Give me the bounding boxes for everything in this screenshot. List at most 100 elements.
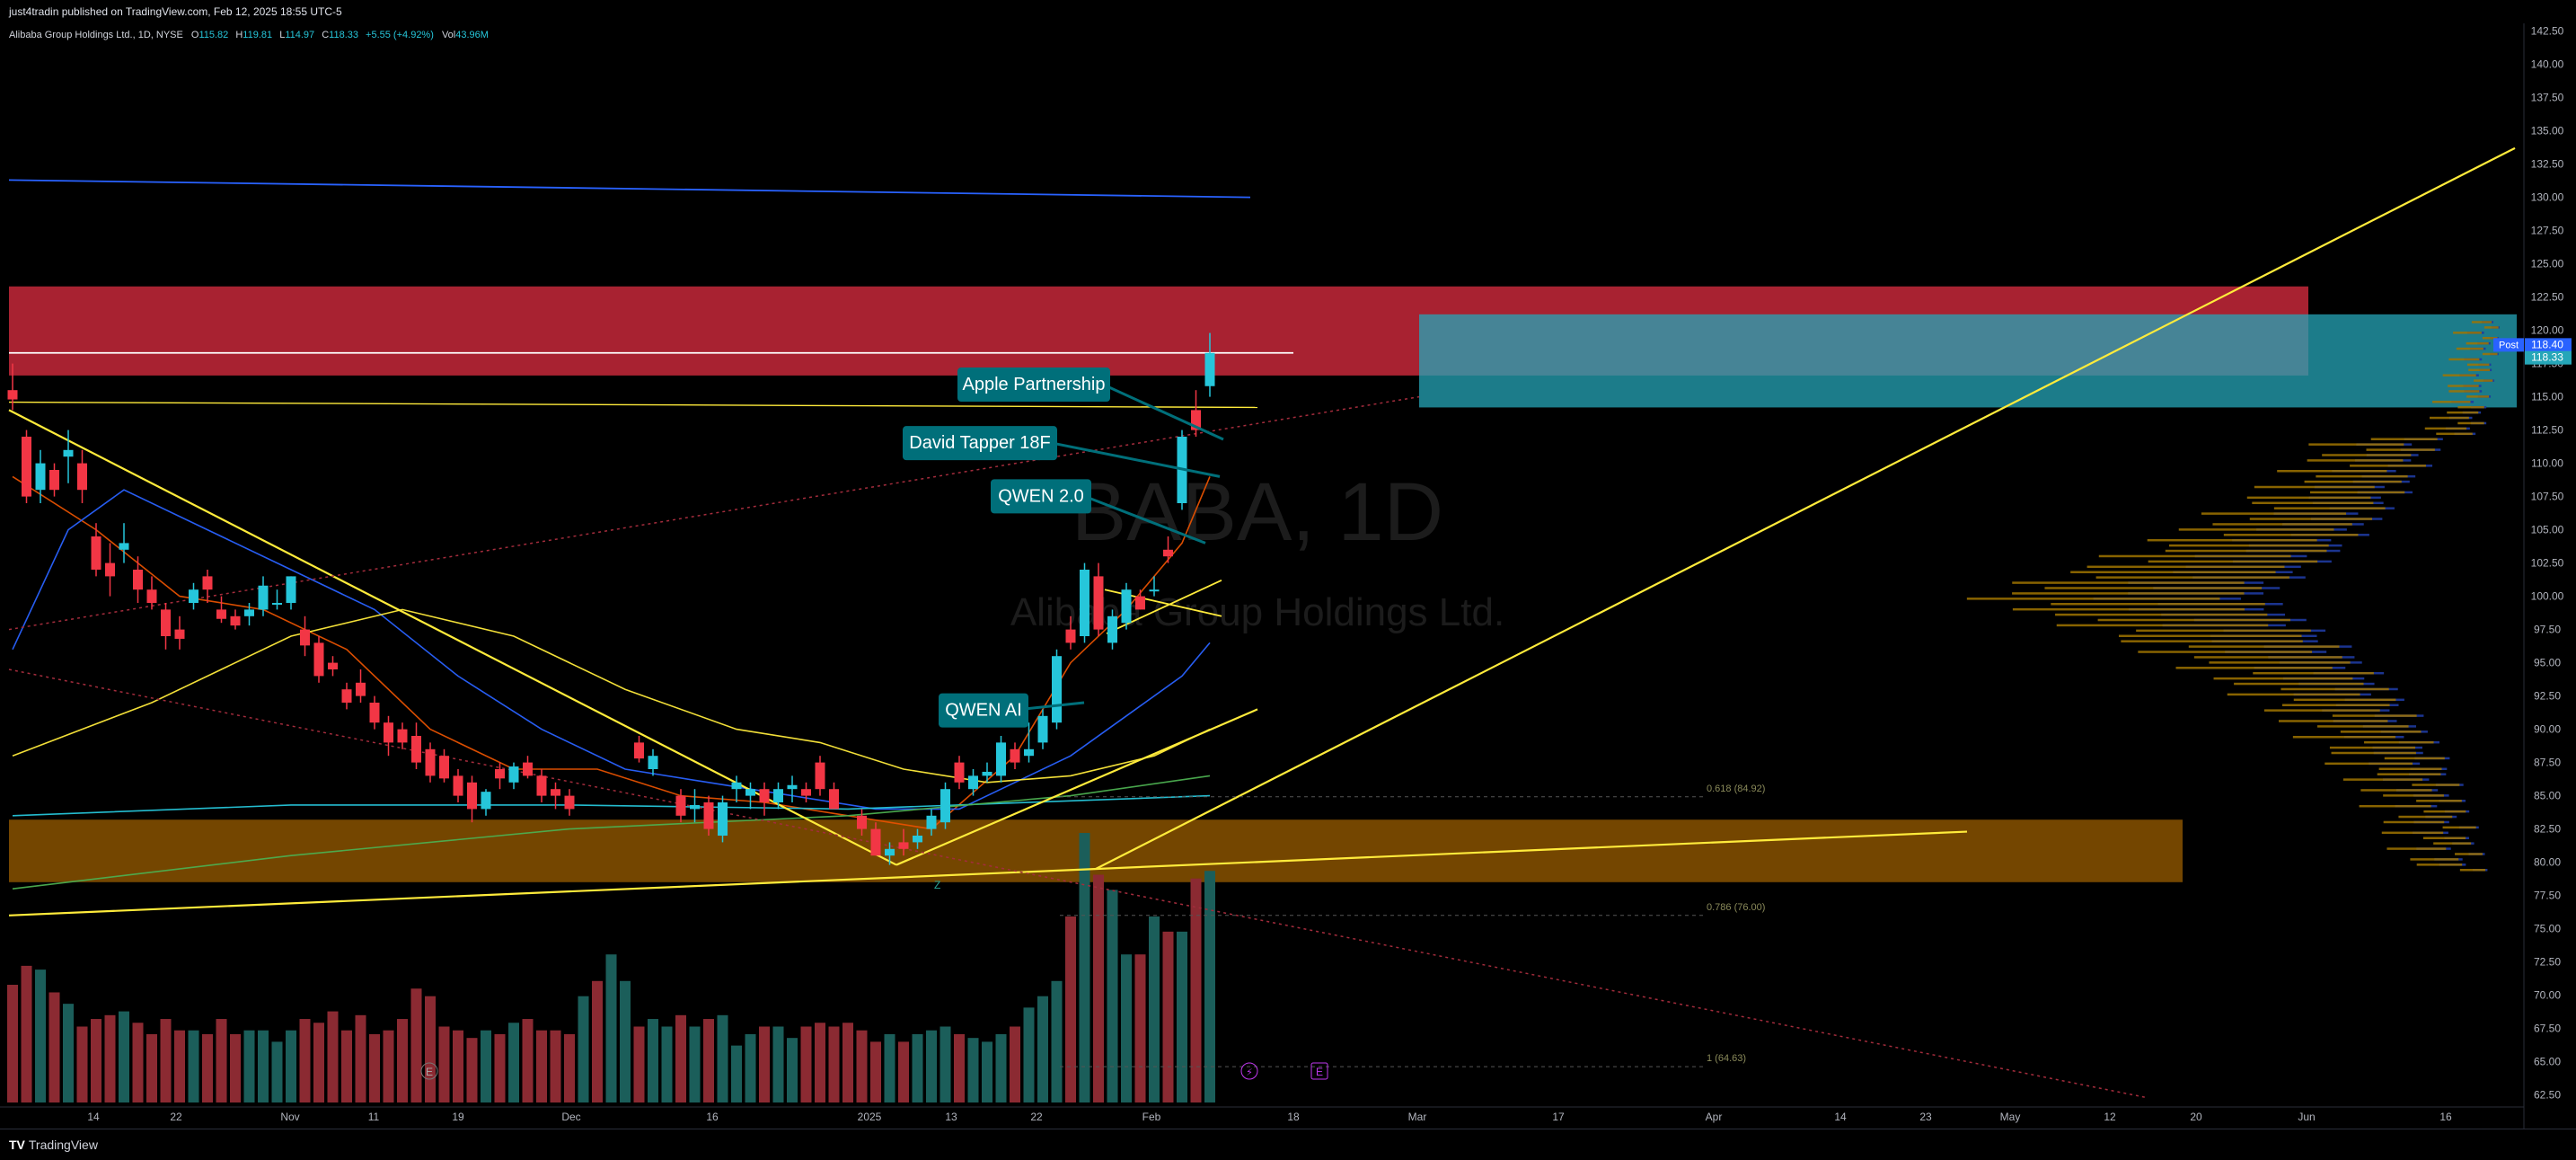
volume-profile-bar-gold	[2044, 587, 2263, 589]
candle-body	[300, 629, 310, 646]
candle-body	[258, 585, 269, 610]
volume-profile-bar-gold	[2471, 321, 2492, 323]
callout-box	[939, 693, 1028, 728]
volume-profile-bar-gold	[2118, 634, 2302, 638]
volume-profile-bar-gold	[2329, 746, 2416, 749]
volume-profile-bar-gold	[2121, 640, 2303, 642]
candle-body	[1052, 656, 1062, 723]
post-price-box	[2525, 338, 2572, 352]
volume-profile-bar-gold	[2453, 332, 2482, 334]
candle-body	[1080, 570, 1090, 636]
earnings-upcoming-icon	[1310, 1062, 1328, 1080]
volume-bar	[522, 1019, 534, 1102]
volume-bar	[453, 1030, 463, 1102]
price-tick-label: 130.00	[2531, 191, 2564, 204]
tradingview-brand[interactable]: TV TradingView	[9, 1138, 98, 1152]
volume-profile-bar-gold	[2482, 337, 2498, 340]
candle-body	[718, 802, 728, 836]
volume-bar	[912, 1033, 923, 1102]
volume-profile-bar-gold	[2448, 385, 2479, 387]
time-tick-label: 19	[452, 1111, 464, 1123]
axes-layer: 62.50 65.00 67.50 70.00 72.50 75.00 77.50 80.00…	[0, 23, 2572, 1129]
candle-body	[926, 815, 937, 829]
volume-bar	[703, 1019, 714, 1102]
volume-bar	[661, 1026, 673, 1102]
legend-low-label: L	[279, 30, 285, 40]
candle-body	[105, 562, 115, 577]
volume-bar	[787, 1038, 798, 1102]
volume-bar	[383, 1030, 394, 1102]
candle-body	[982, 771, 992, 776]
volume-profile-bar-gold	[2384, 757, 2445, 760]
price-tick-label: 75.00	[2534, 923, 2561, 935]
candle-body	[425, 748, 436, 776]
volume-profile-bar-gold	[2432, 401, 2471, 403]
volume-profile-bar-gold	[2227, 693, 2360, 696]
candle-body	[1037, 715, 1048, 743]
callout-label: QWEN 2.0	[998, 486, 1084, 506]
volume-bar	[1177, 931, 1187, 1102]
volume-profile-bar-gold	[2253, 671, 2374, 675]
volume-bar	[578, 996, 589, 1102]
lines-layer: 0.618 (84.92) 0.786 (76.00) 1 (64.63) Z	[8, 146, 2516, 1099]
volume-profile-bar-gold	[2398, 815, 2453, 819]
volume-bar	[327, 1011, 339, 1102]
price-tick-label: 120.00	[2531, 324, 2564, 337]
volume-profile-bar-gold	[2383, 820, 2445, 824]
volume-bar	[884, 1033, 895, 1102]
volume-profile-bar-gold	[2457, 405, 2484, 409]
callout-box	[957, 367, 1110, 403]
price-tick-label: 142.50	[2531, 25, 2564, 38]
volume-bar	[995, 1033, 1007, 1102]
volume-bar	[592, 980, 603, 1102]
volume-bar	[1134, 954, 1146, 1102]
volume-bar	[119, 1011, 129, 1102]
candle-body	[815, 762, 825, 790]
time-tick-label: 2025	[858, 1111, 882, 1123]
volume-profile-bar-gold	[2359, 804, 2431, 808]
volume-profile-bar-gold	[2178, 528, 2334, 531]
volume-bar	[717, 1014, 728, 1102]
volume-profile-bar-gold	[2249, 518, 2373, 520]
volume-bar	[91, 1019, 101, 1102]
volume-profile-bar-gold	[2293, 698, 2396, 702]
candle-body	[1135, 596, 1145, 610]
volume-bar	[216, 1019, 227, 1102]
volume-profile-bar-gold	[2325, 762, 2413, 766]
volume-bar	[605, 954, 617, 1102]
volume-profile-bar-gold	[2254, 485, 2375, 489]
time-tick-label: Feb	[1142, 1111, 1161, 1123]
price-tick-label: 70.00	[2534, 989, 2561, 1002]
volume-bar	[772, 1026, 784, 1102]
price-tick-label: 77.50	[2534, 890, 2561, 902]
legend-volume-label: Vol	[442, 30, 455, 40]
last-price-label: 118.33	[2531, 351, 2563, 364]
volume-bar	[63, 1004, 74, 1102]
volume-bar	[243, 1030, 255, 1102]
legend-high-label: H	[235, 30, 243, 40]
candle-body	[272, 603, 282, 605]
candle-body	[870, 828, 881, 856]
time-tick-label: 20	[2190, 1111, 2202, 1123]
watermark-ticker: BABA, 1D	[1072, 466, 1443, 558]
candle-body	[829, 789, 839, 810]
volume-profile-bar-gold	[2193, 656, 2342, 659]
candle-body	[1107, 615, 1117, 643]
price-tick-label: 97.50	[2534, 624, 2561, 636]
support-zone	[9, 819, 2183, 882]
candle-body	[439, 756, 449, 779]
price-chart[interactable]: BABA, 1D Alibaba Group Holdings Ltd. 0.6…	[0, 23, 2576, 1129]
uptrend-line	[1095, 146, 2516, 870]
candle-body	[397, 729, 408, 743]
callout-box	[991, 479, 1091, 514]
volume-bar	[648, 1019, 658, 1102]
volume-bar	[940, 1026, 951, 1102]
dotted-down-line	[8, 669, 2148, 1099]
volume-profile-bar-gold	[2429, 416, 2469, 420]
candle-body	[384, 722, 393, 743]
volume-bar	[828, 1026, 840, 1102]
volume-bar	[1065, 916, 1076, 1102]
volume-profile-bar-gold	[2386, 847, 2447, 850]
fib-level-label: 1 (64.63)	[1707, 1053, 1746, 1064]
candle-body	[216, 609, 226, 619]
